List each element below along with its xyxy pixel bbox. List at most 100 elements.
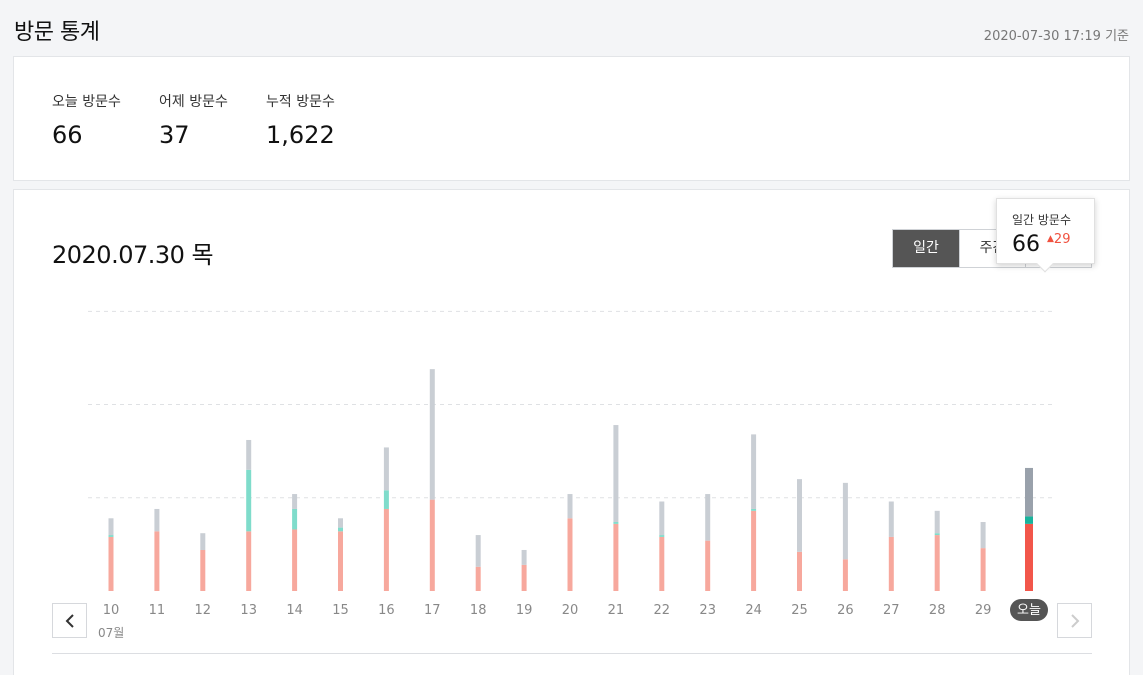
bar-teal-segment	[108, 535, 114, 537]
stat-today-value: 66	[52, 121, 83, 149]
x-tick-label: 24	[745, 603, 762, 618]
x-tick-label: 11	[149, 603, 166, 618]
bar-red-segment	[383, 508, 389, 591]
stat-total-value: 1,622	[266, 121, 335, 149]
x-tick-label: 21	[608, 603, 625, 618]
bar-gray-segment	[246, 439, 252, 470]
bar-gray-segment	[705, 494, 711, 541]
bar-red-segment	[154, 531, 160, 591]
stat-yesterday: 어제 방문수 37	[159, 91, 228, 149]
bar-red-segment	[797, 551, 802, 591]
bar-red-segment	[888, 536, 894, 591]
bar-gray-segment	[934, 510, 940, 534]
bar-red-segment	[751, 510, 757, 591]
bar-gray-segment	[980, 522, 986, 549]
updated-timestamp: 2020-07-30 17:19 기준	[983, 29, 1129, 44]
bar-teal-segment	[383, 490, 389, 509]
bar-red-segment	[705, 540, 711, 591]
x-tick-label: 25	[791, 603, 808, 618]
stat-today-label: 오늘 방문수	[52, 94, 121, 110]
bar-teal-segment	[751, 508, 757, 511]
bar-red-segment	[246, 531, 252, 591]
bar-gray-segment	[383, 447, 389, 491]
chart-card: 2020.07.30 목 일간 주간 월간	[13, 189, 1130, 675]
bar-gray-segment	[613, 425, 619, 523]
tooltip-delta: ▲29	[1047, 232, 1070, 247]
tooltip-daily-visits: 일간 방문수 66 ▲29	[996, 198, 1095, 273]
bar-red-segment	[613, 523, 619, 591]
bar-teal-segment	[659, 535, 665, 537]
stat-total: 누적 방문수 1,622	[266, 91, 335, 149]
bar-gray-segment	[200, 533, 206, 550]
bar-red-segment	[475, 566, 481, 591]
x-tick-label: 29	[975, 603, 992, 618]
bar-gray-segment	[521, 549, 527, 565]
chevron-left-icon	[65, 613, 74, 628]
x-tick-label: 14	[286, 603, 303, 618]
x-tick-label: 27	[883, 603, 900, 618]
bar-red-segment	[108, 536, 114, 591]
bar-gray-segment	[475, 535, 481, 567]
x-tick-label: 17	[424, 603, 441, 618]
bar-teal-segment	[613, 522, 619, 524]
bar-gray-segment	[751, 434, 757, 509]
x-tick-label: 16	[378, 603, 395, 618]
bar-gray-segment	[888, 501, 894, 537]
x-tick-label: 12	[195, 603, 212, 618]
bar-red-segment	[292, 529, 298, 591]
x-tick-label: 26	[837, 603, 854, 618]
bar-teal-segment	[934, 533, 940, 536]
chart-date: 2020.07.30 목	[52, 241, 214, 269]
x-tick-label: 20	[562, 603, 579, 618]
x-tick-label: 18	[470, 603, 487, 618]
bar-red-segment	[842, 559, 848, 591]
bar-red-segment	[521, 564, 527, 591]
tooltip-label: 일간 방문수	[1012, 213, 1072, 227]
bar-teal-segment	[1025, 516, 1033, 524]
bar-teal-segment	[338, 527, 343, 532]
page-title: 방문 통계	[14, 20, 100, 45]
x-month-label: 07월	[98, 626, 124, 640]
tab-daily[interactable]: 일간	[893, 230, 959, 267]
x-tick-label: 13	[240, 603, 257, 618]
bar-gray-segment	[659, 501, 665, 536]
bar-gray-segment	[567, 494, 573, 519]
bar-red-segment	[934, 535, 940, 591]
stat-total-label: 누적 방문수	[266, 94, 335, 110]
bar-red-segment	[659, 536, 665, 591]
prev-period-button[interactable]	[52, 603, 87, 638]
tooltip-delta-value: 29	[1053, 232, 1071, 247]
bar-red-segment	[338, 531, 343, 591]
bar-gray-segment	[108, 518, 114, 536]
stat-today: 오늘 방문수 66	[52, 91, 121, 149]
bar-gray-segment	[154, 508, 160, 532]
today-pill	[1010, 599, 1048, 621]
bar-gray-segment	[338, 518, 343, 528]
bar-red-segment	[200, 549, 206, 591]
tooltip-value: 66	[1012, 232, 1040, 257]
bar-gray-segment	[842, 482, 848, 560]
x-tick-label: 15	[332, 603, 349, 618]
caret-up-icon: ▲	[1047, 234, 1054, 244]
bar-red-segment	[1025, 523, 1033, 591]
stat-yesterday-value: 37	[159, 121, 190, 149]
bar-gray-segment	[429, 369, 435, 500]
summary-card: 오늘 방문수 66 어제 방문수 37 누적 방문수 1,622	[13, 56, 1130, 181]
x-tick-label: 22	[654, 603, 671, 618]
x-tick-label: 10	[103, 603, 120, 618]
bar-gray-segment	[1025, 467, 1033, 517]
x-tick-label: 23	[699, 603, 716, 618]
x-tick-label: 28	[929, 603, 946, 618]
chevron-right-icon	[1070, 613, 1079, 628]
next-period-button[interactable]	[1057, 603, 1092, 638]
stat-yesterday-label: 어제 방문수	[159, 94, 228, 110]
bar-teal-segment	[246, 469, 252, 532]
chart-bottom-divider	[52, 653, 1092, 654]
bar-red-segment	[429, 499, 435, 591]
x-tick-label-today: 오늘	[1017, 603, 1041, 618]
bar-red-segment	[567, 518, 573, 591]
bar-teal-segment	[292, 508, 298, 530]
bar-gray-segment	[292, 494, 298, 509]
x-tick-label: 19	[516, 603, 533, 618]
